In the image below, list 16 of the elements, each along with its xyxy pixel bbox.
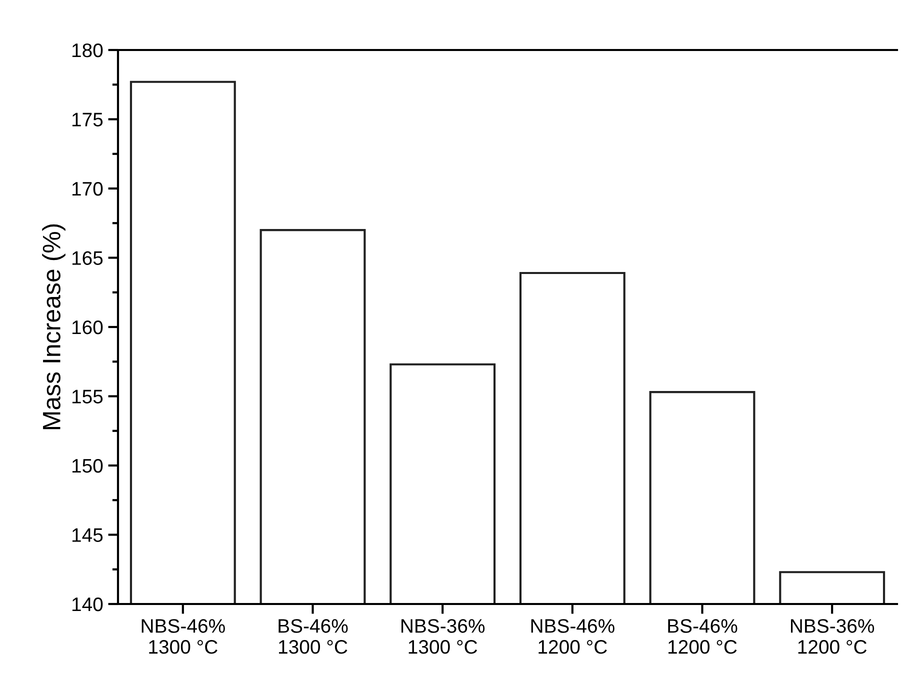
y-tick-label: 145 xyxy=(72,528,103,542)
y-tick-label: 170 xyxy=(72,182,103,196)
x-tick-label: NBS-36% 1200 °C xyxy=(790,619,874,654)
y-tick-label: 155 xyxy=(72,390,103,404)
y-tick-label: 140 xyxy=(72,597,103,612)
x-tick-label: NBS-36% 1300 °C xyxy=(401,619,485,654)
x-tick-label: BS-46% 1200 °C xyxy=(668,619,738,654)
y-tick-label: 160 xyxy=(72,320,103,334)
x-tick-label: NBS-46% 1300 °C xyxy=(142,619,225,654)
y-tick-label: 180 xyxy=(72,43,103,58)
x-tick-label: BS-46% 1300 °C xyxy=(278,619,348,654)
x-tick-label: NBS-46% 1200 °C xyxy=(531,619,614,654)
y-tick-label: 175 xyxy=(72,112,103,126)
y-axis-title: Mass Increase (%) xyxy=(42,224,66,430)
y-tick-label: 165 xyxy=(72,251,103,265)
y-tick-label: 150 xyxy=(72,458,103,473)
